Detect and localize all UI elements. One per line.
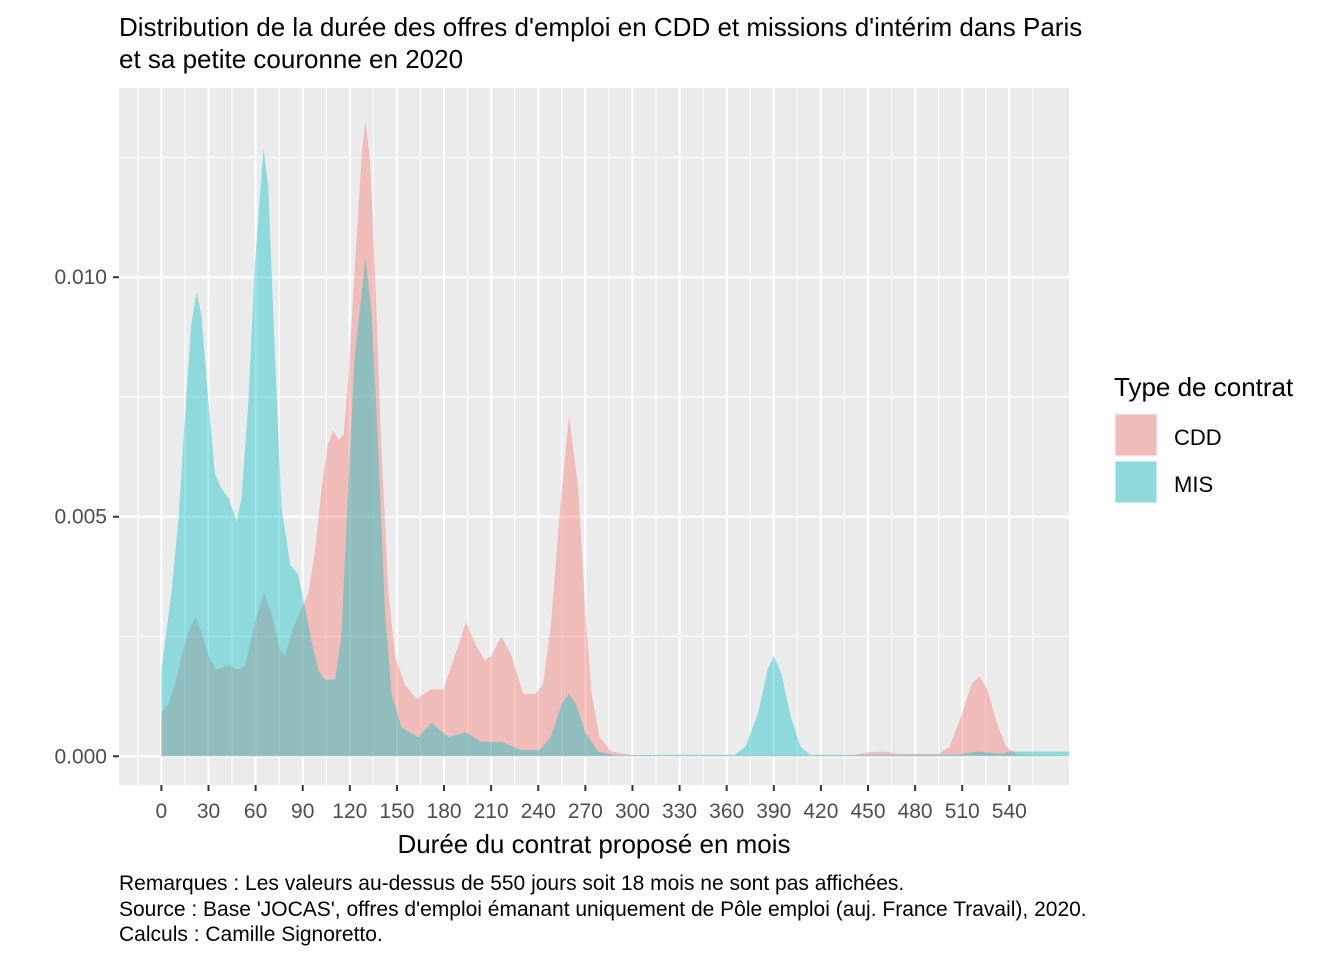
x-tick-label: 360	[709, 800, 744, 823]
chart-title-line1: Distribution de la durée des offres d'em…	[119, 12, 1082, 42]
x-tick-label: 240	[521, 800, 556, 823]
x-tick-label: 450	[850, 800, 885, 823]
legend-swatch-cdd	[1114, 413, 1158, 457]
density-area-mis	[161, 147, 1069, 757]
x-tick-label: 210	[474, 800, 509, 823]
x-tick-label: 0	[156, 800, 168, 823]
grid-major	[119, 88, 1069, 785]
x-tick-label: 540	[992, 800, 1027, 823]
x-tick-label: 150	[379, 800, 414, 823]
x-tick-label: 180	[427, 800, 462, 823]
legend-swatch-mis	[1114, 460, 1158, 504]
caption-remarks: Remarques : Les valeurs au-dessus de 550…	[119, 872, 904, 895]
x-tick-label: 480	[898, 800, 933, 823]
x-tick-label: 330	[662, 800, 697, 823]
caption-calculs: Calculs : Camille Signoretto.	[119, 923, 383, 946]
x-tick-label: 120	[332, 800, 367, 823]
x-axis-label: Durée du contrat proposé en mois	[397, 829, 790, 859]
x-tick-label: 90	[291, 800, 314, 823]
y-tick-label: 0.005	[54, 506, 107, 529]
plot-panel	[119, 88, 1069, 785]
x-tick-label: 60	[244, 800, 267, 823]
legend-title: Type de contrat	[1114, 372, 1294, 402]
legend-label-cdd: CDD	[1174, 425, 1222, 450]
y-tick-label: 0.010	[54, 266, 107, 289]
legend: Type de contrat CDD MIS	[1114, 372, 1294, 504]
x-tick-label: 30	[197, 800, 220, 823]
y-tick-label: 0.000	[54, 745, 107, 768]
x-tick-label: 420	[803, 800, 838, 823]
x-tick-label: 510	[945, 800, 980, 823]
density-areas	[161, 120, 1069, 757]
grid-minor	[119, 88, 1069, 785]
y-axis: 0.000 0.005 0.010	[54, 266, 119, 768]
legend-label-mis: MIS	[1174, 472, 1213, 497]
x-tick-label: 390	[756, 800, 791, 823]
x-tick-label: 300	[615, 800, 650, 823]
x-axis: 0 30 60 90 120 150 180 210 240 270 300 330 360 390 420…	[156, 785, 1027, 823]
caption-source: Source : Base 'JOCAS', offres d'emploi é…	[119, 898, 1087, 921]
chart-title-line2: et sa petite couronne en 2020	[119, 44, 463, 74]
density-area-cdd	[161, 120, 1069, 757]
x-tick-label: 270	[568, 800, 603, 823]
